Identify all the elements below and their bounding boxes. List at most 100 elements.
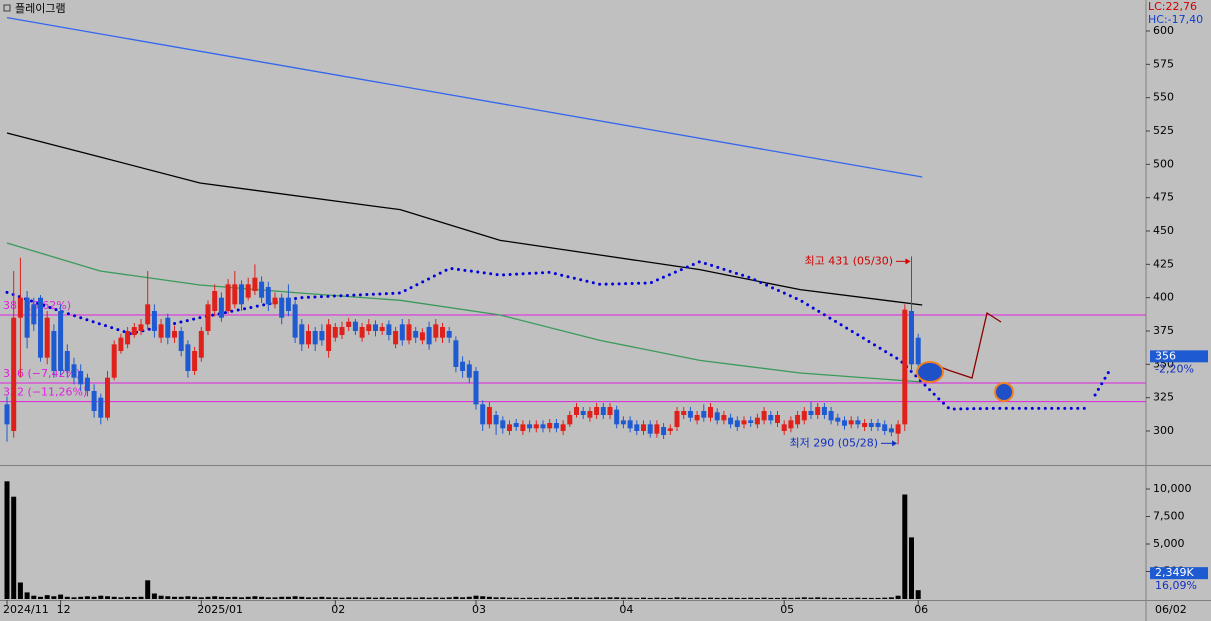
- candle-body: [647, 424, 653, 434]
- price-change: -2,20%: [1155, 362, 1194, 375]
- x-tick-label: 06: [914, 603, 928, 616]
- candle-body: [131, 327, 137, 335]
- drawn-arrow: [937, 311, 1002, 379]
- candle-body: [466, 364, 472, 378]
- candle-body: [480, 404, 486, 425]
- candle-body: [781, 424, 787, 431]
- x-tick-label: 12: [57, 603, 71, 616]
- candle-body: [245, 284, 251, 298]
- hc-label: HC:-17,40: [1148, 13, 1203, 26]
- y-tick-label: 300: [1153, 424, 1174, 437]
- volume-bar: [460, 597, 466, 599]
- volume-bar: [855, 597, 861, 599]
- volume-bar: [553, 597, 559, 599]
- candle-body: [895, 424, 901, 434]
- candle-body: [44, 317, 50, 358]
- volume-bar: [419, 597, 425, 599]
- volume-bar: [433, 597, 439, 599]
- candle-body: [741, 420, 747, 425]
- volume-bar: [620, 597, 626, 599]
- candle-body: [98, 397, 104, 418]
- candle-body: [580, 411, 586, 415]
- volume-bar: [493, 597, 499, 599]
- candle-body: [915, 337, 921, 365]
- volume-bar: [520, 597, 526, 599]
- candle-body: [909, 311, 914, 365]
- volume-bar: [446, 597, 452, 599]
- candle-body: [11, 317, 17, 431]
- candle-body: [399, 324, 405, 341]
- volume-bar: [466, 596, 472, 599]
- volume-bar: [373, 597, 378, 599]
- candle-body: [842, 420, 847, 426]
- volume-bar: [567, 597, 573, 599]
- volume-bar: [192, 596, 198, 599]
- volume-tick-label: 7,500: [1153, 510, 1185, 523]
- y-tick-label: 475: [1153, 191, 1174, 204]
- volume-bar: [547, 597, 553, 599]
- candle-body: [862, 423, 868, 427]
- volume-bar: [245, 596, 251, 599]
- volume-bar: [38, 596, 43, 599]
- volume-bar: [366, 597, 372, 599]
- candle-body: [674, 411, 680, 427]
- volume-bar: [386, 597, 392, 599]
- candle-body: [38, 297, 43, 358]
- volume-bar: [78, 596, 84, 599]
- chart-title: 플레이그램: [15, 2, 66, 15]
- volume-bar: [915, 590, 921, 599]
- candle-body: [151, 311, 157, 331]
- candle-body: [111, 344, 117, 378]
- volume-bar: [212, 596, 218, 599]
- candle-body: [265, 287, 271, 305]
- candle-body: [31, 304, 37, 325]
- candle-body: [172, 331, 177, 338]
- candle-body: [681, 411, 687, 415]
- volume-bar: [178, 596, 184, 599]
- volume-bar: [4, 481, 10, 599]
- candle-body: [232, 284, 238, 305]
- volume-bar: [98, 595, 104, 599]
- candle-body: [620, 420, 626, 425]
- volume-bar: [406, 597, 412, 599]
- volume-bar: [486, 596, 492, 599]
- candle-body: [332, 327, 338, 338]
- candle-body: [761, 411, 767, 421]
- volume-bar: [882, 597, 888, 599]
- candle-body: [393, 331, 399, 345]
- candle-body: [359, 327, 365, 338]
- volume-bar: [225, 597, 231, 599]
- volume-bar: [17, 582, 23, 599]
- volume-bar: [205, 596, 211, 599]
- x-tick-label: 04: [619, 603, 633, 616]
- volume-bar: [31, 595, 37, 599]
- volume-bar: [111, 596, 117, 599]
- volume-bar: [473, 595, 479, 599]
- candle-body: [419, 332, 425, 341]
- volume-bar: [292, 596, 298, 599]
- volume-bar: [607, 597, 613, 599]
- candle-body: [379, 327, 385, 331]
- y-tick-label: 450: [1153, 224, 1174, 237]
- volume-bar: [754, 597, 760, 599]
- volume-bar: [158, 595, 164, 599]
- volume-bar: [453, 596, 459, 599]
- volume-bar: [58, 594, 64, 599]
- volume-bar: [426, 597, 432, 599]
- volume-bar: [708, 597, 713, 599]
- volume-bar: [741, 597, 747, 599]
- candle-body: [192, 351, 198, 371]
- candle-body: [406, 324, 412, 341]
- candle-body: [118, 337, 124, 351]
- volume-bar: [587, 597, 593, 599]
- candle-body: [882, 424, 888, 431]
- candle-body: [205, 304, 211, 331]
- candle-body: [473, 371, 479, 405]
- candle-body: [460, 361, 466, 371]
- volume-bar: [399, 597, 405, 599]
- volume-bar: [808, 597, 814, 599]
- volume-bar: [687, 597, 693, 599]
- lc-label: LC:22,76: [1148, 0, 1197, 13]
- candle-body: [91, 391, 97, 411]
- candle-body: [708, 407, 713, 418]
